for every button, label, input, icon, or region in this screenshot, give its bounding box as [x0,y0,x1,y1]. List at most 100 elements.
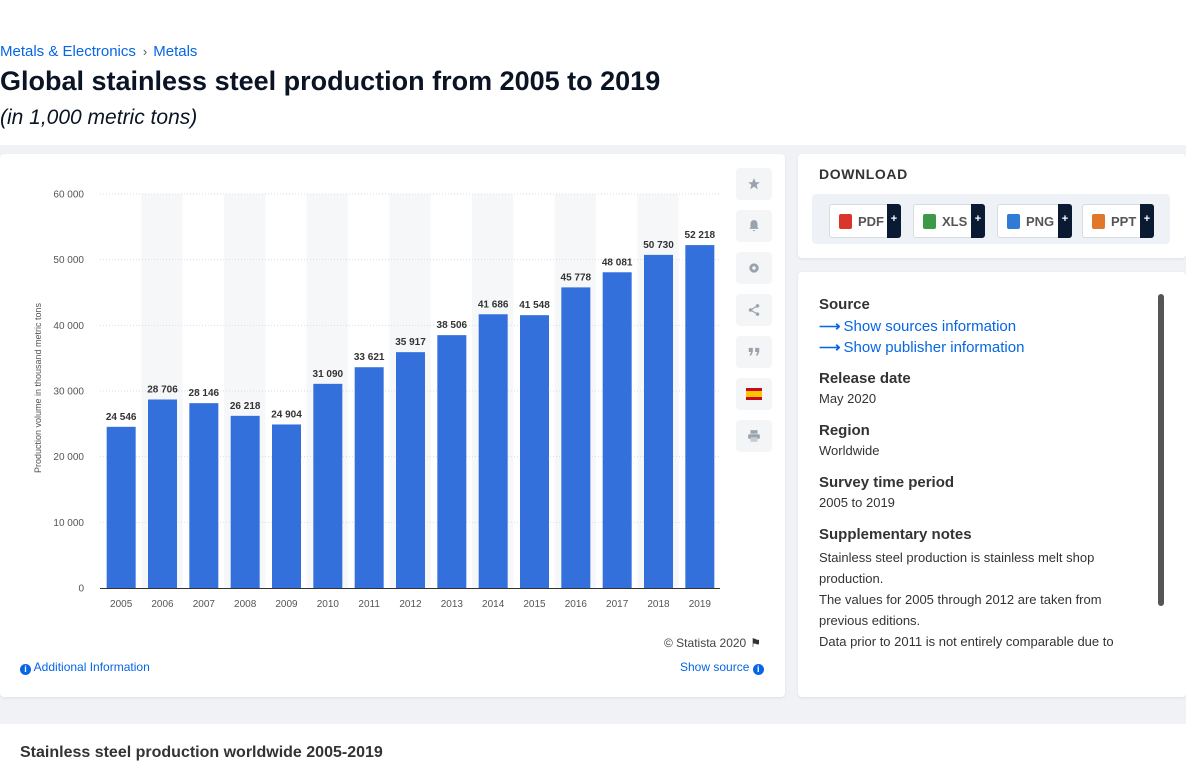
related-title: Stainless steel production worldwide 200… [20,744,383,761]
data-label: 35 917 [395,337,426,348]
y-tick-label: 40 000 [53,321,84,332]
breadcrumb-item-metals-electronics[interactable]: Metals & Electronics [0,43,136,60]
show-sources-link[interactable]: ⟶ Show sources information [819,317,1149,335]
download-xls-button[interactable]: XLS + [913,204,985,238]
show-source-label: Show source [680,660,750,674]
info-icon: i [752,664,764,675]
bar [106,426,136,588]
data-label: 41 548 [519,300,550,311]
chart-toolbar [736,168,772,462]
page-title: Global stainless steel production from 2… [0,66,661,96]
share-button[interactable] [736,294,772,326]
bar [644,254,673,589]
additional-information-link[interactable]: i Additional Information [20,660,150,675]
print-icon [748,430,760,442]
source-heading: Source [819,296,870,313]
y-tick-label: 60 000 [53,190,84,201]
x-tick-label: 2005 [110,599,133,610]
arrow-right-icon: ⟶ [819,339,841,356]
gear-icon [749,263,759,273]
x-tick-label: 2013 [441,599,464,610]
x-tick-label: 2009 [275,599,298,610]
bar [148,399,177,588]
notification-button[interactable] [736,210,772,242]
bar [272,424,301,588]
data-label: 41 686 [478,299,509,310]
download-pdf-label: PDF [858,213,884,229]
release-heading: Release date [819,370,911,387]
data-label: 28 146 [189,388,220,399]
page-subtitle: (in 1,000 metric tons) [0,106,198,129]
metadata-scroll-area[interactable]: Source ⟶ Show sources information ⟶ Show p… [819,296,1149,678]
download-card: DOWNLOAD PDF + XLS + PNG + PPT + [798,154,1186,258]
share-icon [748,304,760,316]
favorite-button[interactable] [736,168,772,200]
breadcrumb-separator: › [142,44,148,59]
breadcrumb-item-metals[interactable]: Metals [153,43,198,60]
data-label: 52 218 [685,230,716,241]
x-tick-label: 2019 [689,599,712,610]
plus-icon: + [971,204,985,238]
region-heading: Region [819,422,870,439]
y-tick-label: 30 000 [53,387,84,398]
bar [313,383,343,588]
quote-icon [748,347,760,356]
download-title: DOWNLOAD [819,166,908,182]
show-publisher-link[interactable]: ⟶ Show publisher information [819,338,1149,356]
settings-button[interactable] [736,252,772,284]
show-source-link[interactable]: Show source i [680,660,764,675]
x-tick-label: 2014 [482,599,505,610]
star-icon [748,178,760,190]
xls-file-icon [923,213,936,229]
y-axis-title: Production volume in thousand metric ton… [33,302,43,473]
data-label: 48 081 [602,257,633,268]
y-tick-label: 10 000 [53,518,84,529]
bar [437,335,467,588]
y-tick-label: 50 000 [53,255,84,266]
data-label: 38 506 [437,320,468,331]
x-tick-label: 2015 [523,599,546,610]
copyright: © Statista 2020 ⚑ [664,636,761,650]
show-sources-label: Show sources information [843,318,1017,335]
bar [354,367,384,588]
download-pdf-button[interactable]: PDF + [829,204,901,238]
download-png-button[interactable]: PNG + [997,204,1072,238]
x-tick-label: 2008 [234,599,257,610]
bar-chart: 0 10 000 20 000 30 000 40 000 50 000 60 000 Pro… [33,190,720,610]
x-tick-label: 2007 [193,599,216,610]
note-2: The values for 2005 through 2012 are tak… [819,592,1102,628]
download-options: PDF + XLS + PNG + PPT + [812,194,1170,244]
release-value: May 2020 [819,391,877,406]
plus-icon: + [1058,204,1072,238]
report-flag-icon[interactable]: ⚑ [750,636,761,650]
data-label: 33 621 [354,352,385,363]
bar [189,403,219,588]
bar [396,352,425,588]
note-3: Data prior to 2011 is not entirely compa… [819,634,1114,649]
x-tick-label: 2012 [399,599,422,610]
cite-button[interactable] [736,336,772,368]
language-button[interactable] [736,378,772,410]
bar [478,314,508,588]
bar [230,415,260,588]
data-label: 24 904 [271,409,302,420]
download-ppt-button[interactable]: PPT + [1082,204,1154,238]
period-value: 2005 to 2019 [819,495,895,510]
show-publisher-label: Show publisher information [843,339,1025,356]
data-label: 45 778 [561,272,592,283]
data-label: 26 218 [230,401,261,412]
print-button[interactable] [736,420,772,452]
flag-es-icon [746,388,762,400]
x-tick-label: 2010 [317,599,340,610]
metadata-card: Source ⟶ Show sources information ⟶ Show p… [798,272,1186,697]
breadcrumb: Metals & Electronics › Metals [0,43,197,60]
arrow-right-icon: ⟶ [819,318,841,335]
data-label: 24 546 [106,412,137,423]
data-label: 28 706 [147,384,178,395]
x-tick-label: 2018 [647,599,670,610]
metadata-scrollbar[interactable] [1158,294,1164,606]
additional-information-label: Additional Information [33,660,150,674]
plus-icon: + [887,204,901,238]
x-tick-label: 2017 [606,599,629,610]
x-tick-label: 2011 [358,599,380,610]
